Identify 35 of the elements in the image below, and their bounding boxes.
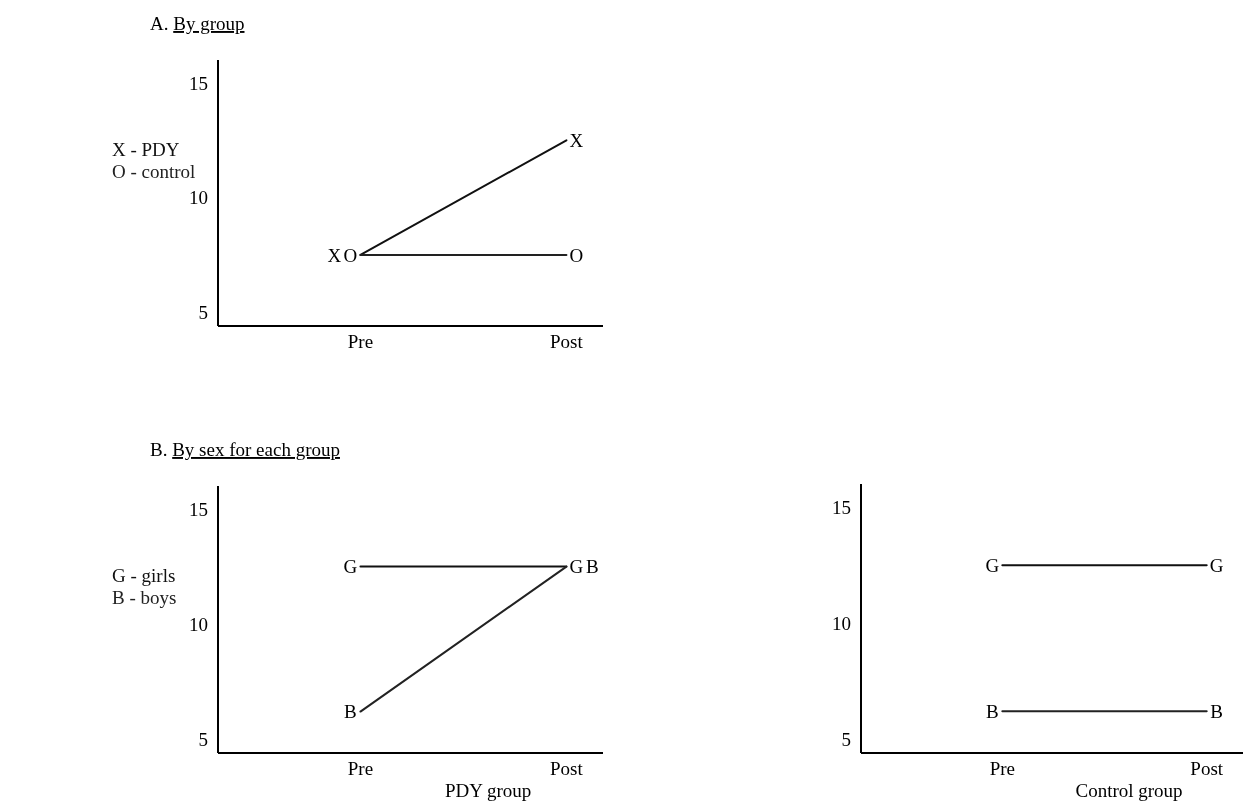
x-axis-title: Control group	[1075, 780, 1183, 801]
annotation: G	[569, 556, 584, 578]
text: B - boys	[112, 587, 177, 609]
annotation: B	[344, 701, 357, 723]
annotation: G	[1209, 554, 1224, 576]
y-tick-label: 10	[189, 613, 208, 635]
chart-title: B. By sex for each group	[150, 439, 340, 460]
annotation: B	[1210, 700, 1224, 722]
y-tick-label: 5	[841, 728, 851, 750]
annotation: G	[343, 556, 358, 578]
y-tick-label: 10	[189, 187, 208, 209]
chart-title: A. By group	[150, 13, 245, 34]
y-tick-label: 5	[198, 301, 208, 323]
text: G - girls	[112, 565, 176, 587]
x-tick-label: Post	[1190, 758, 1224, 779]
text: O - control	[112, 160, 196, 182]
annotation: B	[986, 700, 999, 722]
x-tick-label: Pre	[347, 331, 374, 352]
annotation: X	[569, 129, 584, 151]
annotation: B	[586, 556, 599, 578]
y-tick-label: 5	[198, 728, 208, 750]
annotation: O	[569, 244, 584, 266]
x-tick-label: Pre	[989, 758, 1015, 779]
x-tick-label: Pre	[347, 758, 374, 779]
y-tick-label: 15	[189, 72, 208, 94]
x-tick-label: Post	[550, 758, 584, 779]
x-axis-title: PDY group	[444, 780, 532, 801]
y-tick-label: 10	[832, 612, 851, 634]
y-tick-label: 15	[832, 496, 851, 518]
annotation: X	[327, 244, 342, 266]
y-tick-label: 15	[189, 498, 208, 520]
annotation: O	[343, 244, 358, 266]
x-tick-label: Post	[550, 331, 584, 352]
text: X - PDY	[112, 138, 180, 160]
annotation: G	[985, 554, 1000, 576]
